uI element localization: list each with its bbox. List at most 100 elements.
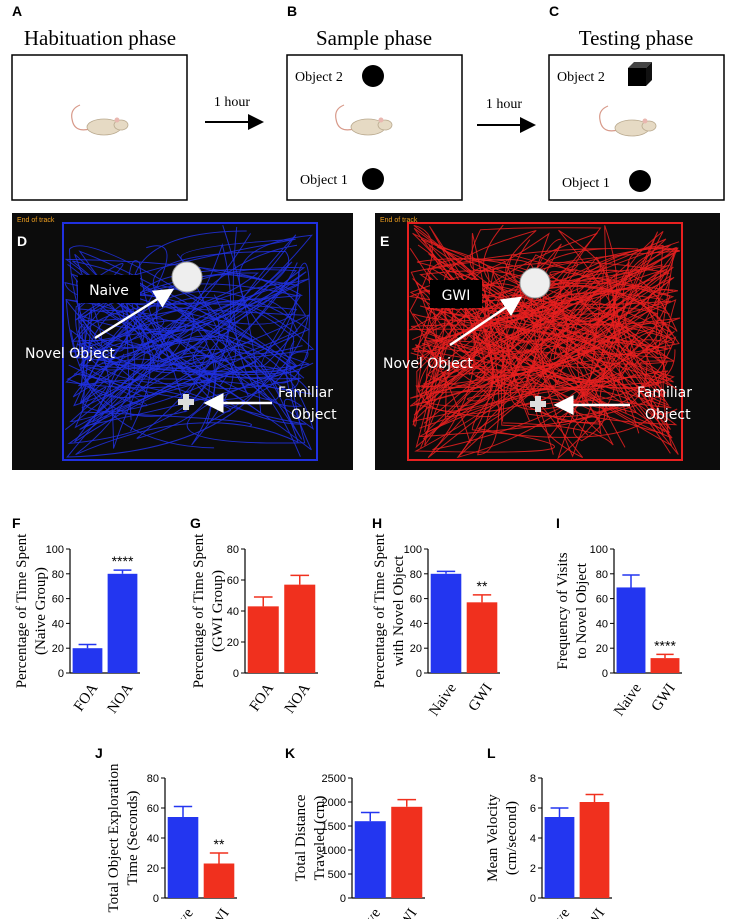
- track: [413, 246, 679, 455]
- y-tick-label: 100: [46, 544, 64, 556]
- y-tick-label: 4: [530, 833, 536, 845]
- y-tick-label: 20: [596, 643, 608, 655]
- y-tick-label: 0: [602, 668, 608, 680]
- error-bar: [173, 805, 193, 817]
- y-axis-label: Percentage of Time Spent: [372, 533, 388, 688]
- x-tick-label: Naive: [163, 905, 197, 919]
- error-bar: [78, 643, 97, 649]
- mouse: [599, 105, 657, 137]
- novel-label: Novel Object: [25, 346, 115, 362]
- x-tick-label: FOA: [247, 681, 277, 715]
- label-box: [430, 280, 482, 308]
- y-tick-label: 20: [52, 643, 64, 655]
- y-tick-label: 0: [416, 668, 422, 680]
- bar: [650, 658, 680, 673]
- familiar-label: Familiar: [278, 385, 333, 401]
- familiar-object: [178, 394, 194, 410]
- track: [416, 224, 672, 435]
- track: [412, 268, 677, 422]
- arrow-label: 1 hour: [214, 95, 251, 110]
- y-tick-label: 2: [530, 863, 536, 875]
- track: [72, 234, 303, 449]
- label-box: [78, 275, 140, 303]
- object: [362, 65, 384, 87]
- track: [74, 253, 307, 439]
- object-label: Object 2: [557, 70, 605, 85]
- object-label: Object 1: [300, 173, 348, 188]
- familiar-label: Familiar: [637, 385, 692, 401]
- track: [64, 263, 312, 456]
- x-tick-label: GWI: [466, 681, 496, 715]
- track: [417, 262, 670, 410]
- y-axis-label: Time (Seconds): [125, 791, 141, 886]
- track: [431, 266, 578, 455]
- bar: [544, 817, 575, 898]
- y-tick-label: 1500: [322, 821, 346, 833]
- error-bar: [656, 653, 674, 659]
- end-label: End of track: [380, 217, 418, 224]
- y-tick-label: 6: [530, 803, 536, 815]
- y-tick-label: 60: [596, 594, 608, 606]
- x-tick-label: Naive: [426, 680, 460, 719]
- bar: [391, 806, 423, 898]
- panel-title: Testing phase: [579, 26, 694, 50]
- track: [72, 225, 303, 440]
- significance: **: [477, 578, 488, 594]
- significance: **: [214, 836, 225, 852]
- x-tick-label: NOA: [282, 681, 314, 717]
- y-tick-label: 100: [404, 544, 422, 556]
- track: [412, 269, 672, 434]
- panel-letter: G: [190, 515, 201, 531]
- bar: [354, 821, 386, 898]
- track: [474, 244, 675, 439]
- bar: [430, 573, 462, 673]
- panel-letter: I: [556, 515, 560, 531]
- error-bar: [550, 807, 569, 817]
- track: [409, 227, 678, 426]
- error-bar: [290, 574, 310, 585]
- object: [362, 168, 384, 190]
- panel-title: Sample phase: [316, 26, 432, 50]
- panel-letter: E: [380, 233, 389, 249]
- y-axis-label: with Novel Object: [391, 555, 407, 667]
- mouse: [71, 104, 129, 136]
- x-tick-label: NOA: [105, 681, 137, 717]
- y-axis-label: Frequency of Visits: [555, 552, 571, 669]
- mouse: [335, 104, 393, 136]
- track: [71, 294, 314, 402]
- x-tick-label: Naive: [611, 680, 645, 719]
- error-bar: [622, 574, 640, 588]
- y-tick-label: 2000: [322, 797, 346, 809]
- track: [409, 227, 668, 356]
- y-tick-label: 20: [147, 863, 159, 875]
- track: [65, 262, 311, 427]
- panel-title: Habituation phase: [24, 26, 176, 50]
- error-bar: [209, 852, 229, 864]
- y-tick-label: 40: [52, 618, 64, 630]
- y-axis-label: (Naive Group): [33, 567, 49, 655]
- bar: [107, 573, 138, 673]
- x-tick-label: FOA: [71, 681, 101, 715]
- error-bar: [113, 569, 132, 574]
- y-tick-label: 500: [328, 869, 346, 881]
- track: [70, 234, 313, 444]
- track: [413, 243, 626, 448]
- y-tick-label: 80: [410, 569, 422, 581]
- y-tick-label: 80: [227, 544, 239, 556]
- panel-letter: C: [549, 3, 559, 19]
- x-tick-label: GWI: [390, 906, 420, 919]
- bar: [616, 587, 646, 673]
- error-bar: [436, 570, 456, 574]
- y-axis-label: Percentage of Time Spent: [191, 533, 207, 688]
- end-label: End of track: [17, 217, 55, 224]
- error-bar: [397, 798, 417, 807]
- x-tick-label: Naive: [540, 905, 574, 919]
- y-tick-label: 20: [227, 637, 239, 649]
- y-tick-label: 1000: [322, 845, 346, 857]
- significance: ****: [654, 637, 676, 653]
- y-tick-label: 0: [58, 668, 64, 680]
- novel-label: Novel Object: [383, 356, 473, 372]
- panel-letter: A: [12, 3, 22, 19]
- y-tick-label: 0: [530, 893, 536, 905]
